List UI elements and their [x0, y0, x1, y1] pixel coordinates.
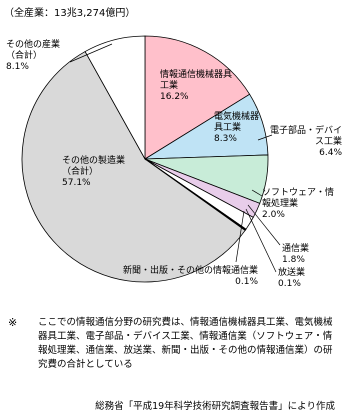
leader-line	[245, 208, 277, 273]
note-mark: ※	[8, 316, 18, 329]
category-label: 通信業	[282, 244, 310, 254]
value-label: 8.3%	[214, 134, 237, 144]
slice-label: ソフトウェア・情報処理業 2.0%	[262, 188, 342, 221]
subtitle: （全産業：13兆3,274億円）	[4, 8, 136, 19]
leader-line	[257, 134, 273, 141]
pie-slice	[144, 35, 251, 160]
category-label: 新聞・出版・その他の情報通信業	[122, 266, 258, 276]
value-label: 0.1%	[235, 277, 258, 287]
value-label: 1.8%	[282, 255, 305, 265]
slice-label: 電子部品・デバイス工業 6.4%	[266, 126, 342, 159]
category-label: 電気機械器具工業	[214, 112, 260, 133]
value-label: 8.1%	[6, 62, 29, 72]
source: 総務省「平成19年科学技術研究調査報告書」により作成	[95, 401, 335, 412]
pie-slice	[84, 35, 146, 161]
category-label: ソフトウェア・情報処理業	[262, 188, 335, 209]
note: ここでの情報通信分野の研究費は、情報通信機械器具工業、電気機械器具工業、電子部品…	[38, 317, 333, 370]
slice-label: 情報通信機械器具工業 16.2%	[160, 70, 238, 103]
slice-label: その他の産業（合計） 8.1%	[6, 40, 72, 73]
leader-line	[235, 210, 245, 263]
category-label: 放送業	[278, 268, 306, 278]
slice-label: 通信業 1.8%	[282, 244, 322, 266]
slice-label: 電気機械器具工業 8.3%	[214, 112, 264, 145]
category-label: 電子部品・デバイス工業	[269, 126, 342, 147]
slice-label: その他の製造業（合計） 57.1%	[62, 156, 132, 189]
slice-label: 新聞・出版・その他の情報通信業 0.1%	[78, 266, 258, 288]
value-label: 6.4%	[319, 148, 342, 158]
category-label: その他の産業（合計）	[6, 40, 61, 61]
leader-line	[247, 204, 281, 246]
leader-line	[251, 189, 263, 197]
pie-slice	[21, 51, 246, 283]
value-label: 16.2%	[160, 92, 189, 102]
slice-label: 放送業 0.1%	[278, 268, 318, 290]
value-label: 57.1%	[62, 178, 91, 188]
category-label: 情報通信機械器具工業	[160, 70, 233, 91]
value-label: 0.1%	[278, 279, 301, 289]
leader-line	[69, 43, 113, 63]
leader-lines	[69, 43, 281, 273]
category-label: その他の製造業（合計）	[62, 156, 126, 177]
value-label: 2.0%	[262, 210, 285, 220]
